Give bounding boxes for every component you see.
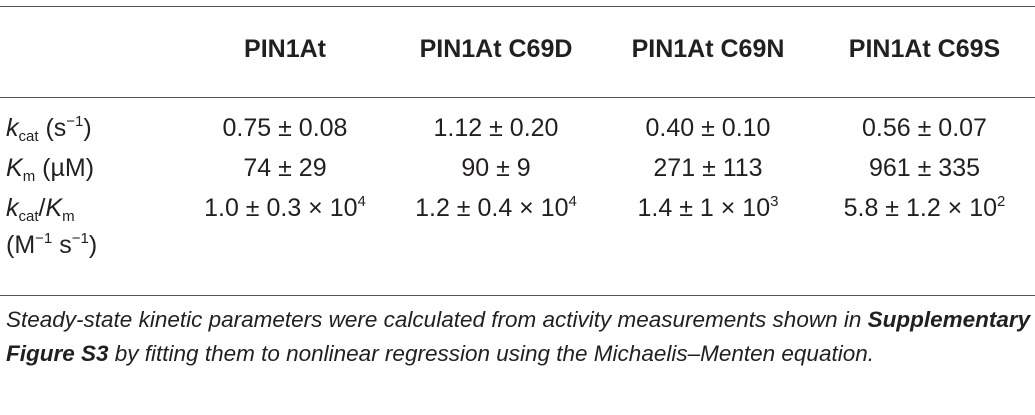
row-label-kcat-over-km-unit: (M−1 s−1) [6,230,98,259]
table-bottom-rule [0,295,1035,296]
table-cell: 961 ± 335 [868,154,981,182]
row-label-kcat: kcat (s−1) [6,113,92,145]
row-label-kcat-over-km: kcat/Km [6,194,75,225]
table-top-rule [0,6,1035,7]
column-header-pin1at-c69d: PIN1At C69D [419,35,573,63]
column-header-pin1at-c69s: PIN1At C69S [848,35,1001,63]
table-cell: 1.12 ± 0.20 [433,114,559,142]
table-cell: 90 ± 9 [461,154,531,182]
column-header-pin1at-c69n: PIN1At C69N [631,35,785,63]
table-cell: 0.75 ± 0.08 [222,114,348,142]
column-header-pin1at: PIN1At [244,35,326,63]
table-cell: 5.8 ± 1.2 × 102 [843,193,1006,222]
row-label-km: Km (µM) [6,154,95,185]
table-cell: 0.40 ± 0.10 [645,114,771,142]
table-cell: 1.4 ± 1 × 103 [637,193,779,222]
supplementary-figure-reference: Supplementary Figure S3 [6,307,1031,366]
table-header-rule [0,97,1035,98]
table-caption: Steady-state kinetic parameters were cal… [6,307,1031,366]
table-cell: 0.56 ± 0.07 [862,114,987,142]
table-cell: 1.2 ± 0.4 × 104 [415,193,577,222]
table-cell: 1.0 ± 0.3 × 104 [204,193,366,222]
table-cell: 74 ± 29 [243,154,327,182]
table-cell: 271 ± 113 [653,154,763,182]
